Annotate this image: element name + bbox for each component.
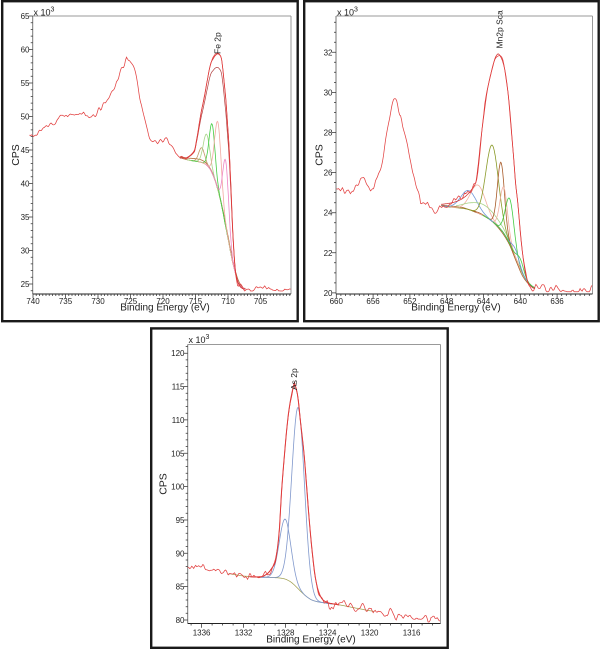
svg-text:55: 55 — [21, 79, 30, 88]
svg-text:32: 32 — [324, 48, 333, 57]
svg-text:1316: 1316 — [403, 628, 421, 637]
svg-text:640: 640 — [514, 297, 528, 306]
svg-text:Mn2p Sca: Mn2p Sca — [495, 10, 505, 49]
svg-text:20: 20 — [324, 289, 333, 298]
svg-text:80: 80 — [176, 616, 185, 625]
svg-text:710: 710 — [221, 297, 235, 306]
svg-text:50: 50 — [21, 113, 30, 122]
svg-text:Binding Energy (eV): Binding Energy (eV) — [120, 302, 210, 313]
svg-text:656: 656 — [366, 297, 380, 306]
svg-text:CPS: CPS — [158, 473, 170, 495]
svg-text:644: 644 — [477, 297, 491, 306]
svg-text:45: 45 — [21, 146, 30, 155]
svg-text:120: 120 — [171, 349, 185, 358]
svg-text:705: 705 — [254, 297, 268, 306]
svg-text:652: 652 — [403, 297, 417, 306]
svg-text:26: 26 — [324, 169, 333, 178]
svg-text:Binding Energy (eV): Binding Energy (eV) — [266, 635, 356, 646]
svg-text:636: 636 — [550, 297, 564, 306]
svg-text:730: 730 — [91, 297, 105, 306]
svg-text:25: 25 — [21, 280, 30, 289]
svg-text:1336: 1336 — [193, 628, 211, 637]
svg-text:110: 110 — [172, 416, 185, 425]
svg-text:105: 105 — [171, 449, 185, 458]
svg-text:Fe 2p: Fe 2p — [213, 32, 223, 54]
svg-text:648: 648 — [440, 297, 454, 306]
svg-text:1328: 1328 — [277, 628, 295, 637]
svg-text:95: 95 — [176, 516, 185, 525]
svg-text:115: 115 — [172, 383, 185, 392]
svg-text:660: 660 — [330, 297, 344, 306]
svg-text:90: 90 — [176, 549, 185, 558]
svg-text:CPS: CPS — [10, 144, 22, 166]
svg-text:1320: 1320 — [361, 628, 379, 637]
svg-text:28: 28 — [324, 129, 333, 138]
svg-text:85: 85 — [176, 583, 185, 592]
svg-text:CPS: CPS — [314, 144, 326, 166]
svg-text:22: 22 — [324, 249, 333, 258]
svg-text:740: 740 — [26, 297, 40, 306]
svg-text:715: 715 — [189, 297, 203, 306]
svg-text:x 103: x 103 — [189, 334, 210, 345]
svg-text:65: 65 — [21, 12, 30, 21]
svg-text:As 2p: As 2p — [289, 368, 299, 390]
svg-text:1332: 1332 — [235, 628, 253, 637]
svg-text:720: 720 — [156, 297, 170, 306]
svg-text:60: 60 — [21, 46, 30, 55]
svg-text:35: 35 — [21, 213, 30, 222]
svg-text:x 103: x 103 — [337, 7, 358, 18]
svg-text:100: 100 — [171, 483, 185, 492]
svg-text:40: 40 — [21, 180, 30, 189]
svg-text:x 103: x 103 — [34, 7, 55, 18]
svg-text:Binding Energy (eV): Binding Energy (eV) — [411, 302, 501, 313]
svg-text:30: 30 — [324, 88, 333, 97]
svg-text:1324: 1324 — [319, 628, 337, 637]
svg-text:725: 725 — [124, 297, 138, 306]
svg-text:24: 24 — [324, 209, 333, 218]
svg-text:735: 735 — [59, 297, 73, 306]
svg-text:30: 30 — [21, 247, 30, 256]
